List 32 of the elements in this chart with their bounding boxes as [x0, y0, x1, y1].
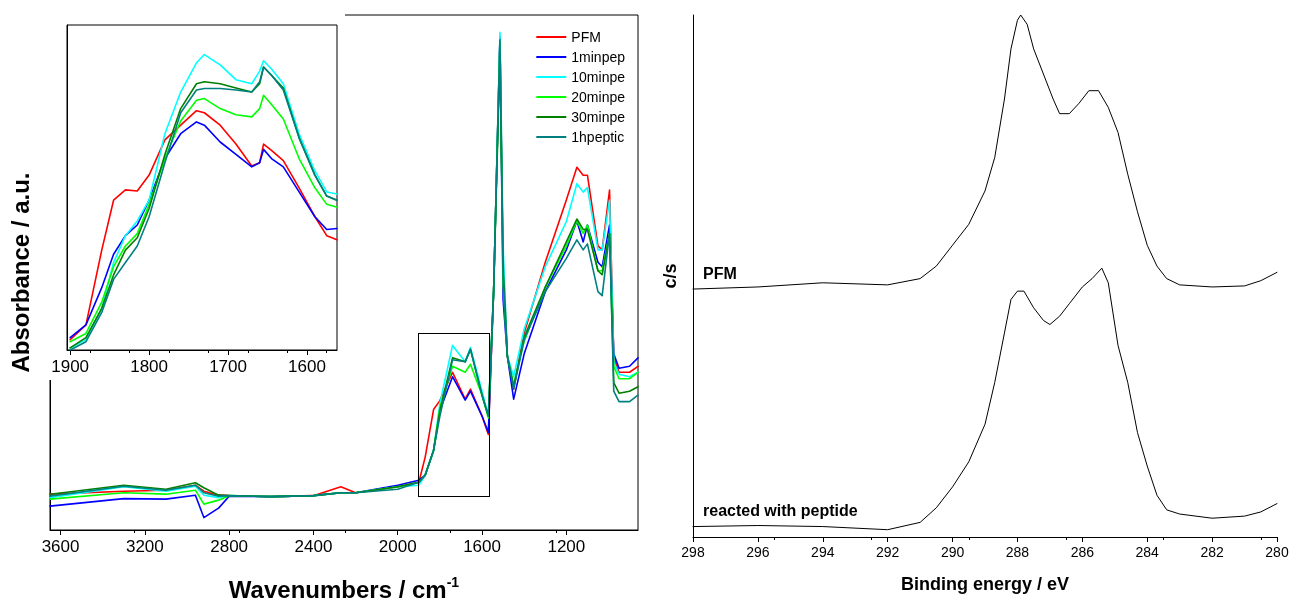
x-tick-label: 280: [1265, 544, 1289, 560]
x-tick-label: 282: [1200, 544, 1224, 560]
legend-label: 10minpe: [571, 69, 626, 85]
series-label: PFM: [703, 264, 737, 282]
x-tick-label: 2800: [210, 537, 249, 556]
legend-label: 1hpeptic: [571, 129, 625, 145]
x-tick-label: 1900: [51, 357, 90, 376]
x-tick-label: 2000: [378, 537, 417, 556]
x-tick-label: 294: [811, 544, 835, 560]
x-tick-label: 1600: [463, 537, 501, 556]
x-tick-label: 292: [875, 544, 900, 560]
x-tick-label: 1200: [547, 537, 586, 556]
x-tick-label: 288: [1005, 544, 1030, 560]
x-tick-label: 3200: [125, 537, 164, 556]
x-tick-label: 286: [1070, 544, 1095, 560]
series-label: reacted with peptide: [703, 502, 858, 520]
y-axis-title: Absorbance / a.u.: [6, 172, 34, 373]
x-tick-label: 284: [1135, 544, 1160, 560]
x-tick-label: 290: [940, 544, 965, 560]
x-tick-label: 1800: [130, 357, 169, 376]
legend-label: 30minpe: [571, 109, 626, 125]
legend-label: 20minpe: [571, 89, 626, 105]
x-tick-label: 1600: [288, 357, 326, 376]
x-axis-title: Binding energy / eV: [900, 574, 1070, 594]
x-tick-label: 3600: [41, 537, 80, 556]
x-tick-label: 1700: [209, 357, 247, 376]
x-tick-label: 2400: [294, 537, 333, 556]
legend-label: 1minpep: [571, 49, 626, 65]
legend-label: PFM: [571, 29, 601, 45]
x-tick-label: 298: [681, 544, 705, 560]
y-axis-title: c/s: [660, 263, 680, 289]
x-tick-label: 296: [746, 544, 770, 560]
